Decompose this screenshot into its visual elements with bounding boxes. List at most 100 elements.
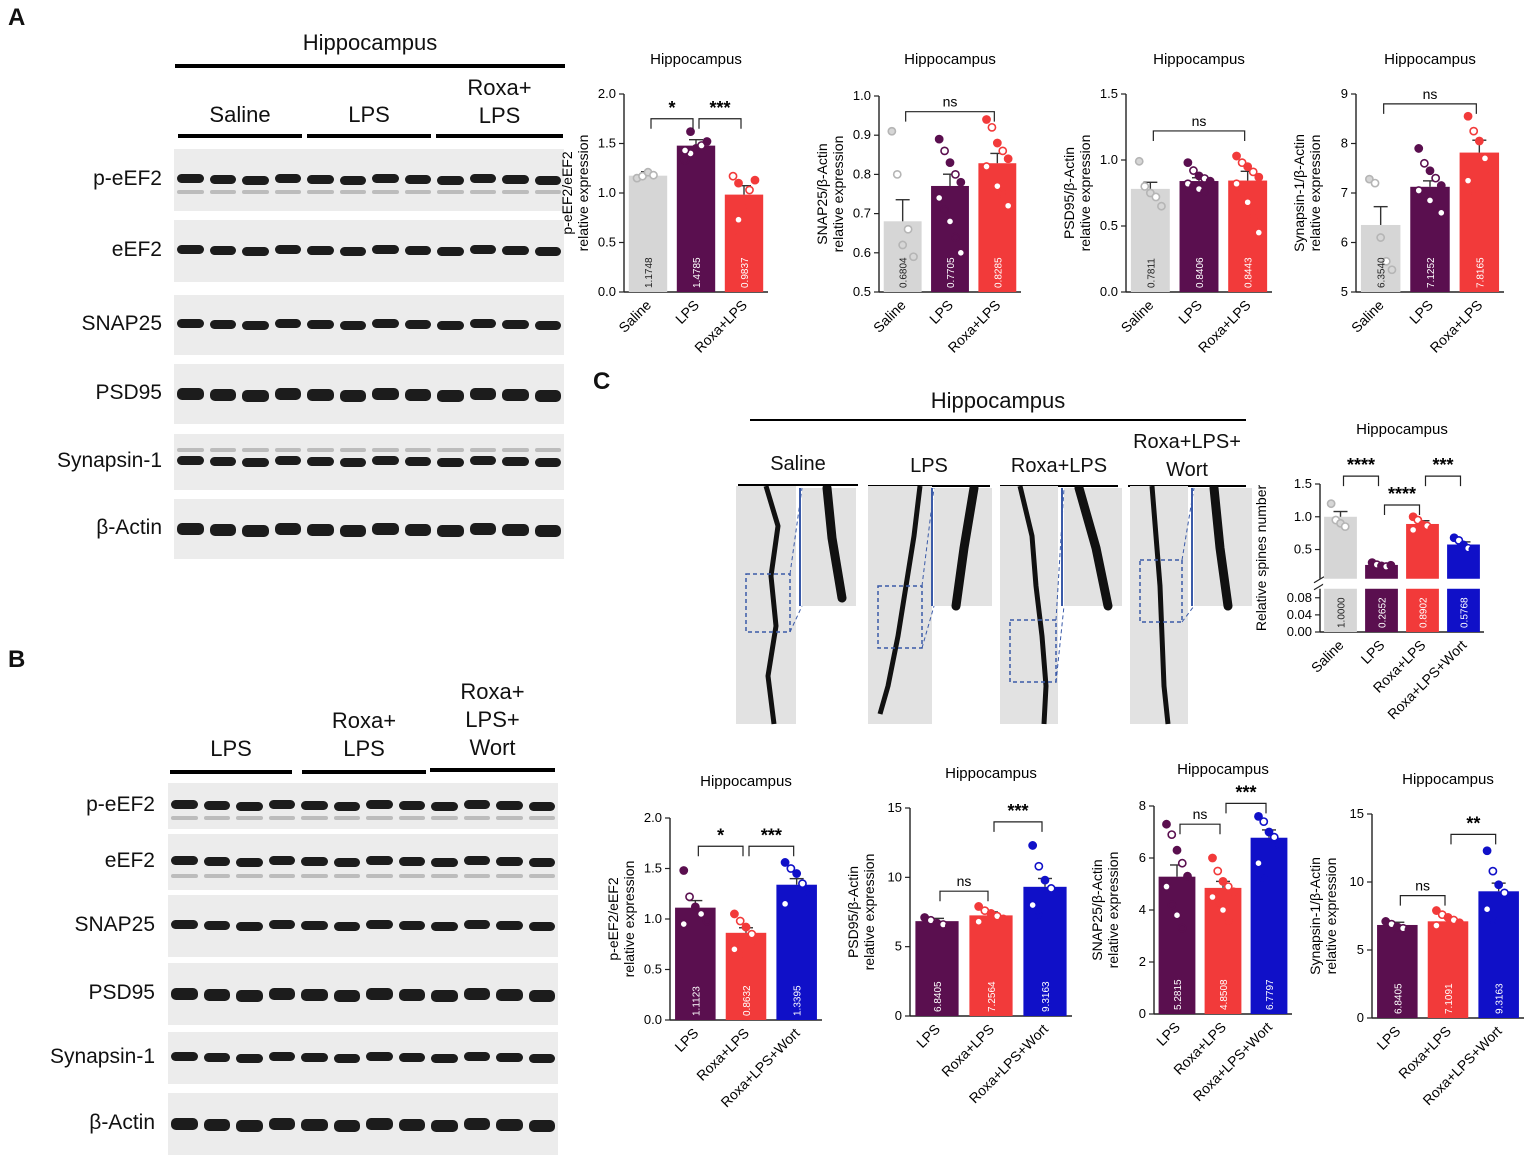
data-point bbox=[745, 185, 754, 195]
y-tick-label: 5 bbox=[1357, 942, 1364, 957]
blot-band bbox=[372, 245, 399, 254]
y-axis-label: p-eEF2/eEF2relative expression bbox=[605, 861, 637, 978]
blot-row-label: Synapsin-1 bbox=[49, 1045, 155, 1068]
blot-band bbox=[177, 523, 204, 535]
bar-value-label: 1.1123 bbox=[691, 986, 702, 1016]
data-point bbox=[1463, 111, 1473, 121]
significance-bracket bbox=[1225, 802, 1267, 814]
y-axis-label: PSD95/β-Actinrelative expression bbox=[1061, 135, 1093, 252]
significance-label: ns bbox=[1423, 86, 1438, 102]
blot-band bbox=[307, 389, 334, 401]
blot-band-faint bbox=[177, 448, 204, 452]
y-tick-label: 0.0 bbox=[644, 1012, 662, 1027]
data-point bbox=[1162, 819, 1171, 829]
zoom-connector bbox=[921, 487, 935, 587]
data-point bbox=[1243, 197, 1253, 207]
blot-band bbox=[528, 922, 555, 931]
axis-break bbox=[1312, 578, 1486, 589]
data-point bbox=[1003, 154, 1013, 164]
bar bbox=[915, 921, 959, 1016]
data-point bbox=[1486, 166, 1496, 176]
blot-band bbox=[333, 990, 360, 1002]
significance-bracket bbox=[748, 845, 795, 857]
blot-band bbox=[437, 525, 464, 537]
blot-band bbox=[242, 176, 269, 185]
blot-band bbox=[534, 525, 561, 537]
significance-bracket bbox=[1383, 504, 1421, 515]
data-point bbox=[892, 170, 902, 179]
y-tick-label: 1.5 bbox=[1294, 476, 1312, 491]
x-tick-label: LPS bbox=[671, 1025, 701, 1055]
blot-band bbox=[242, 525, 269, 537]
blot-band bbox=[307, 175, 334, 184]
blot-band-faint bbox=[242, 448, 269, 452]
chart-title: Hippocampus bbox=[700, 773, 792, 790]
bar-value-label: 0.8406 bbox=[1195, 257, 1206, 288]
x-tick-label: Roxa+LPS bbox=[691, 297, 750, 356]
blot-band-faint bbox=[398, 816, 425, 820]
blot-band bbox=[469, 456, 496, 465]
chart-title: Hippocampus bbox=[1153, 51, 1245, 68]
y-tick-label: 2.0 bbox=[598, 86, 616, 101]
bar-value-label: 0.6804 bbox=[899, 257, 910, 288]
blot-band-faint bbox=[437, 448, 464, 452]
data-point bbox=[898, 240, 908, 250]
data-point bbox=[934, 193, 944, 203]
dendrite bbox=[1149, 486, 1171, 725]
blot-band bbox=[203, 801, 230, 810]
x-tick-label: Saline bbox=[870, 297, 909, 336]
y-tick-label: 4 bbox=[1139, 902, 1146, 917]
blot-band-faint bbox=[463, 874, 490, 878]
blot-band-faint bbox=[274, 190, 301, 194]
data-point bbox=[1177, 923, 1187, 933]
data-point bbox=[1264, 827, 1274, 837]
blot-band-faint bbox=[236, 816, 263, 820]
data-point bbox=[798, 879, 807, 889]
blot-band bbox=[268, 856, 295, 865]
blot-band bbox=[528, 802, 555, 811]
x-tick-label: Saline bbox=[1118, 297, 1157, 336]
blot-band bbox=[177, 319, 204, 328]
data-point bbox=[1151, 192, 1161, 202]
x-tick-label: Roxa+LPS bbox=[1427, 297, 1486, 356]
blot-row-label: eEF2 bbox=[111, 238, 162, 261]
blot-band-faint bbox=[366, 874, 393, 878]
data-point bbox=[951, 232, 960, 242]
blot-band bbox=[339, 247, 366, 256]
blot-band-faint bbox=[209, 190, 236, 194]
data-point bbox=[1200, 187, 1209, 197]
blot-band bbox=[431, 1120, 458, 1132]
y-tick-label: 15 bbox=[888, 800, 902, 815]
blot-a-group-line bbox=[178, 134, 302, 138]
chart-a4: Hippocampus 5 6 7 8 9 Synapsin-1/β-Actinrelati… bbox=[1291, 51, 1504, 356]
data-point bbox=[956, 248, 966, 258]
blot-band bbox=[268, 1118, 295, 1130]
bar bbox=[1427, 921, 1469, 1018]
blot-band bbox=[274, 388, 301, 400]
blot-band bbox=[242, 458, 269, 467]
y-tick-label: 2 bbox=[1139, 954, 1146, 969]
data-point bbox=[982, 162, 991, 171]
data-point bbox=[786, 864, 796, 873]
blot-band bbox=[339, 458, 366, 467]
blot-band bbox=[502, 524, 529, 536]
significance-bracket bbox=[905, 111, 995, 122]
blot-a-group-line bbox=[436, 134, 563, 138]
data-point bbox=[1232, 151, 1241, 161]
blot-band bbox=[171, 800, 198, 809]
micro-group-line bbox=[1000, 485, 1118, 487]
blot-band bbox=[171, 856, 198, 865]
bar bbox=[628, 175, 668, 292]
blot-band bbox=[177, 456, 204, 465]
bar-value-label: 0.8902 bbox=[1419, 597, 1430, 628]
blot-strip bbox=[168, 1093, 558, 1155]
data-point bbox=[1223, 882, 1233, 892]
data-point bbox=[1275, 840, 1284, 850]
x-tick-label: LPS bbox=[1153, 1019, 1183, 1049]
blot-band-faint bbox=[431, 874, 458, 878]
blot-a-title-line bbox=[175, 64, 565, 68]
x-tick-label: Roxa+LPS bbox=[1195, 297, 1254, 356]
micro-group-roxa: Roxa+LPS bbox=[1010, 455, 1108, 477]
data-point bbox=[696, 909, 706, 919]
blot-band bbox=[209, 457, 236, 466]
